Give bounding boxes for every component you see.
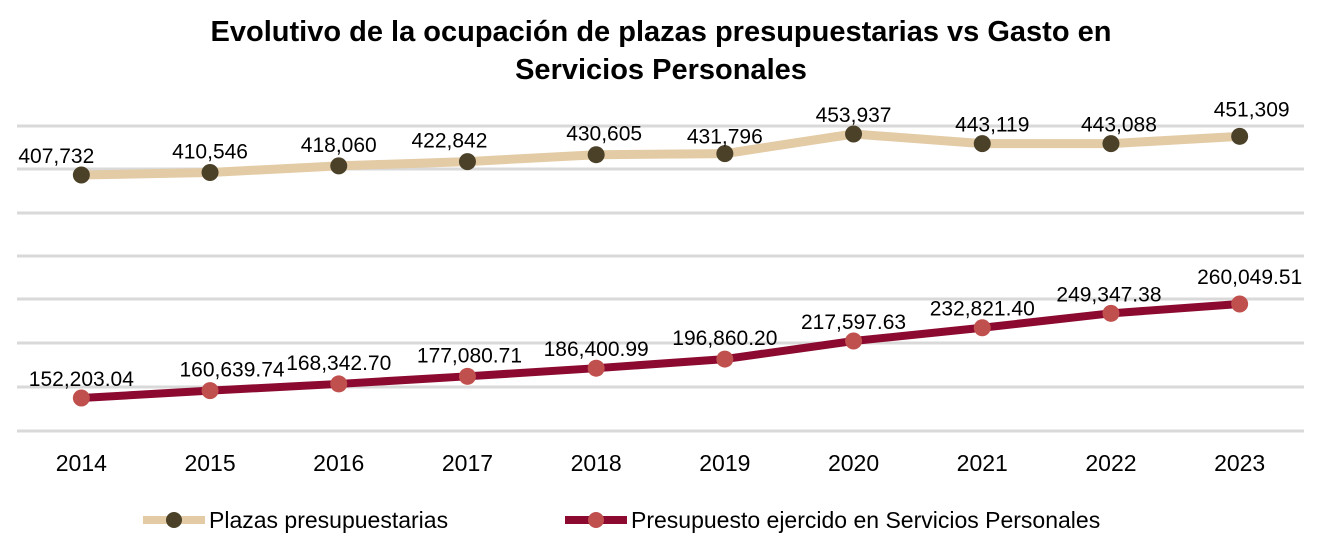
legend-label-plazas: Plazas presupuestarias <box>209 507 448 533</box>
x-tick-label: 2017 <box>442 450 493 476</box>
x-tick-label: 2019 <box>699 450 750 476</box>
series-presupuesto: 152,203.04 160,639.74 168,342.70 177,080.71… <box>29 266 1302 407</box>
x-tick-label: 2023 <box>1214 450 1265 476</box>
data-label: 260,049.51 <box>1197 266 1302 289</box>
x-tick-label: 2020 <box>828 450 879 476</box>
data-label: 217,597.63 <box>801 311 906 334</box>
x-tick-label: 2021 <box>957 450 1008 476</box>
data-point[interactable] <box>458 367 476 385</box>
data-point[interactable] <box>587 359 605 377</box>
x-axis: 2014 2015 2016 2017 2018 2019 2020 2021 2022 2023 <box>56 450 1265 476</box>
chart-title-line-2: Servicios Personales <box>515 54 807 86</box>
legend-item-presupuesto[interactable]: Presupuesto ejercido en Servicios Person… <box>565 507 1100 533</box>
data-label: 453,937 <box>816 104 892 127</box>
x-tick-label: 2022 <box>1085 450 1136 476</box>
data-label: 418,060 <box>301 134 377 157</box>
data-point[interactable] <box>458 153 476 171</box>
data-point[interactable] <box>201 382 219 400</box>
data-point[interactable] <box>1102 135 1120 153</box>
x-tick-label: 2018 <box>571 450 622 476</box>
data-point[interactable] <box>716 350 734 368</box>
data-label: 443,119 <box>955 114 1029 137</box>
x-tick-label: 2014 <box>56 450 107 476</box>
data-label: 443,088 <box>1081 114 1157 137</box>
data-point[interactable] <box>72 389 90 407</box>
data-point[interactable] <box>330 375 348 393</box>
data-label: 410,546 <box>172 141 248 164</box>
series-plazas: 407,732 410,546 418,060 422,842 430,605 431,7… <box>18 98 1290 184</box>
x-tick-label: 2015 <box>184 450 235 476</box>
data-label: 168,342.70 <box>286 352 391 375</box>
legend-marker-plazas <box>166 512 182 528</box>
data-point[interactable] <box>587 146 605 164</box>
data-label: 430,605 <box>566 123 642 146</box>
legend-label-presupuesto: Presupuesto ejercido en Servicios Person… <box>631 507 1100 533</box>
data-point[interactable] <box>845 125 863 143</box>
series-group: 407,732 410,546 418,060 422,842 430,605 431,7… <box>18 98 1302 407</box>
data-point[interactable] <box>1231 127 1249 145</box>
data-point[interactable] <box>973 135 991 153</box>
data-label: 152,203.04 <box>29 368 134 391</box>
data-label: 249,347.38 <box>1056 283 1161 306</box>
chart-title: Evolutivo de la ocupación de plazas pres… <box>211 16 1112 86</box>
data-point[interactable] <box>330 157 348 175</box>
data-label: 407,732 <box>18 145 94 168</box>
data-label: 160,639.74 <box>179 359 284 382</box>
data-point[interactable] <box>1231 295 1249 313</box>
data-label: 451,309 <box>1214 98 1290 121</box>
data-label: 422,842 <box>411 130 487 153</box>
data-label: 232,821.40 <box>930 298 1035 321</box>
data-point[interactable] <box>973 319 991 337</box>
data-label: 186,400.99 <box>544 338 649 361</box>
data-label: 196,860.20 <box>672 327 777 350</box>
series-line <box>76 129 1245 180</box>
legend-item-plazas[interactable]: Plazas presupuestarias <box>143 507 448 533</box>
x-tick-label: 2016 <box>313 450 364 476</box>
legend-marker-presupuesto <box>588 512 604 528</box>
data-point[interactable] <box>201 164 219 182</box>
data-label: 431,796 <box>687 126 763 149</box>
data-point[interactable] <box>72 166 90 184</box>
data-point[interactable] <box>716 145 734 163</box>
legend: Plazas presupuestarias Presupuesto ejerc… <box>143 507 1100 533</box>
series-line <box>77 300 1244 402</box>
data-point[interactable] <box>1102 304 1120 322</box>
chart-title-line-1: Evolutivo de la ocupación de plazas pres… <box>211 16 1112 48</box>
data-point[interactable] <box>845 332 863 350</box>
data-label: 177,080.71 <box>417 344 522 367</box>
